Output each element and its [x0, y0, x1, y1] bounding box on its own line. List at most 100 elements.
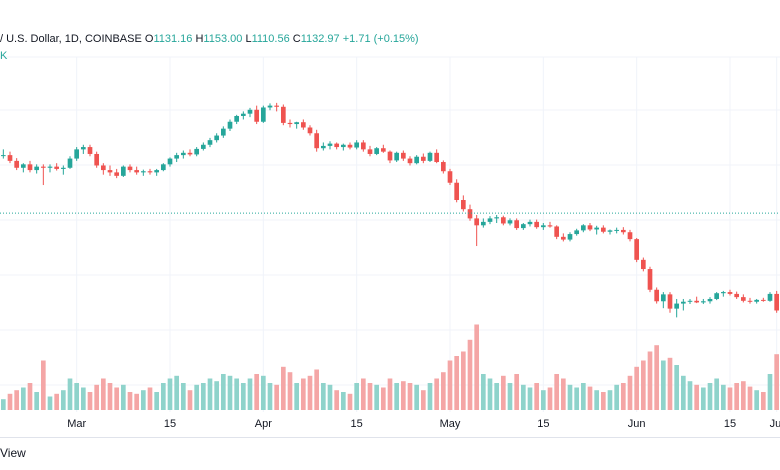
candle-body: [527, 221, 533, 225]
candle-body: [734, 293, 739, 298]
candle-body: [127, 166, 133, 171]
volume-bar: [734, 383, 739, 410]
grid-lines: [0, 56, 780, 412]
volume-bar: [161, 383, 166, 410]
volume-bar: [234, 378, 239, 410]
candle-body: [774, 293, 779, 311]
candle-body: [694, 300, 699, 303]
volume-bar: [67, 378, 73, 410]
candle-body: [167, 158, 173, 165]
volume-bar: [487, 378, 493, 410]
candle-body: [621, 229, 626, 233]
candle-body: [134, 170, 139, 173]
candle-body: [267, 105, 273, 108]
volume-bar: [181, 383, 186, 410]
candle-body: [114, 172, 119, 176]
change-value: +1.71 (+0.15%): [342, 33, 419, 45]
volume-bar: [501, 375, 506, 410]
candle-body: [747, 300, 753, 302]
candle-body: [761, 299, 766, 301]
candle-body: [394, 152, 399, 161]
volume-bar: [47, 396, 53, 410]
candle-body: [347, 144, 353, 148]
volume-bar: [41, 360, 46, 410]
candle-body: [481, 221, 486, 226]
candle-body: [54, 166, 59, 169]
candle-body: [214, 135, 219, 141]
candle-body: [141, 171, 146, 173]
footer-view-label[interactable]: View: [0, 446, 26, 460]
volume-bar: [194, 384, 199, 410]
volume-bar: [281, 366, 286, 410]
open-value: 1131.16: [153, 33, 193, 45]
volume-bar: [507, 383, 513, 410]
low-value: 1110.56: [251, 33, 290, 45]
volume-bar: [694, 384, 699, 410]
volume-bar: [141, 390, 146, 410]
footer-divider: [0, 437, 780, 438]
candle-body: [274, 105, 279, 107]
candle-body: [107, 170, 113, 173]
volume-bar: [461, 351, 466, 410]
volume-bar: [407, 383, 413, 410]
volume-bar: [441, 372, 446, 410]
volume-bar: [7, 393, 13, 410]
x-tick-label: 15: [537, 418, 549, 430]
volume-bar: [561, 378, 566, 410]
ohlc-legend: / U.S. Dollar, 1D, COINBASE O1131.16 H11…: [0, 33, 419, 45]
candle-body: [207, 140, 213, 145]
candle-body: [227, 121, 233, 129]
candle-body: [721, 292, 726, 294]
candle-body: [461, 200, 466, 210]
candle-body: [307, 127, 313, 134]
candle-body: [247, 109, 253, 114]
candle-body: [567, 234, 573, 240]
candle-body: [767, 293, 773, 301]
candle-body: [627, 232, 633, 240]
volume-bar: [214, 381, 219, 410]
candle-body: [181, 152, 186, 156]
volume-bar: [347, 393, 353, 410]
volume-bar: [74, 383, 79, 410]
close-value: 1132.97: [300, 33, 340, 45]
volume-bar: [761, 392, 766, 410]
candle-body: [7, 155, 13, 161]
volume-bar: [34, 392, 39, 410]
candle-body: [634, 239, 639, 260]
volume-bar: [134, 393, 139, 410]
volume-bar: [567, 384, 573, 410]
volume-bar: [481, 374, 486, 410]
volume-bar: [541, 390, 546, 410]
candle-body: [21, 164, 26, 168]
candle-body: [121, 166, 126, 176]
volume-bar: [241, 383, 246, 410]
candle-body: [614, 229, 619, 231]
candle-body: [87, 147, 93, 154]
volume-bar: [307, 375, 313, 410]
volume-bar: [301, 378, 306, 410]
candle-body: [574, 230, 579, 235]
volume-bar: [1, 399, 6, 410]
candle-body: [547, 225, 553, 227]
candle-body: [514, 220, 519, 229]
candle-body: [494, 217, 499, 219]
candle-body: [674, 303, 679, 309]
high-label: H: [195, 33, 204, 45]
candle-body: [261, 107, 266, 122]
candle-body: [434, 152, 439, 163]
candle-body: [154, 170, 159, 173]
candle-body: [541, 225, 546, 228]
volume-bar: [27, 383, 33, 410]
volume-tag: K: [0, 50, 8, 62]
candle-body: [301, 122, 306, 128]
volume-bar: [614, 384, 619, 410]
volume-bar: [627, 375, 633, 410]
volume-bar: [261, 375, 266, 410]
volume-bar: [594, 390, 599, 410]
volume-bar: [521, 384, 526, 410]
open-label: O: [144, 33, 154, 45]
candle-body: [174, 155, 179, 159]
candle-body: [554, 226, 559, 237]
candle-body: [287, 122, 293, 125]
